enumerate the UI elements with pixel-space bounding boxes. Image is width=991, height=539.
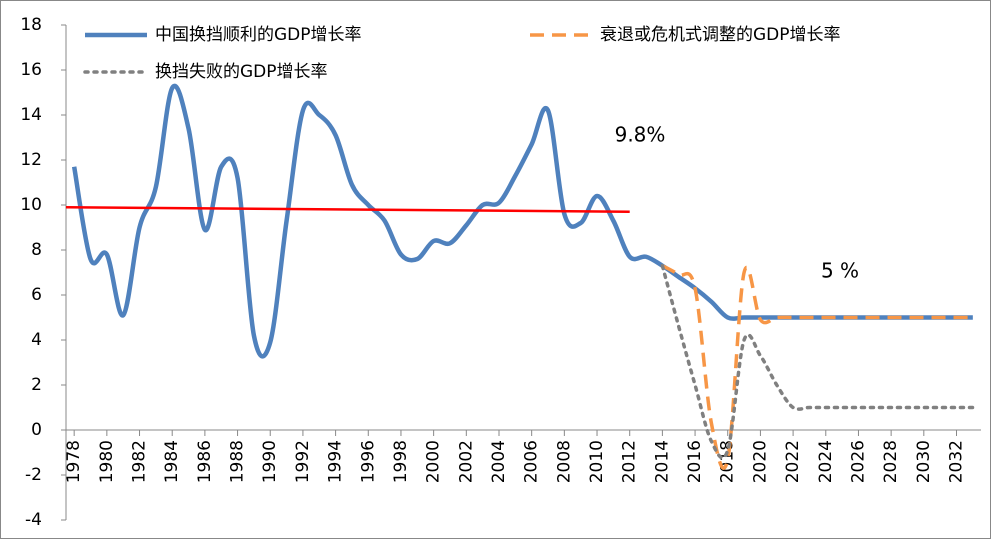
x-tick-label: 2028 [881, 440, 901, 483]
legend-label: 衰退或危机式调整的GDP增长率 [600, 25, 841, 45]
x-tick-label: 1990 [260, 440, 280, 483]
x-tick-label: 1998 [391, 440, 411, 483]
x-tick-label: 2006 [522, 440, 542, 483]
x-tick-label: 2020 [750, 440, 770, 483]
y-tick-label: 14 [20, 105, 42, 125]
y-tick-label: 6 [31, 285, 42, 305]
x-tick-label: 2000 [424, 440, 444, 483]
y-tick-label: 8 [31, 240, 42, 260]
legend-label: 换挡失败的GDP增长率 [155, 62, 328, 82]
x-tick-label: 2014 [652, 440, 672, 483]
legend-label: 中国换挡顺利的GDP增长率 [155, 25, 362, 45]
x-tick-label: 1980 [97, 440, 117, 483]
x-tick-label: 1988 [228, 440, 248, 483]
y-tick-label: 4 [31, 330, 42, 350]
x-tick-label: 1992 [293, 440, 313, 483]
x-tick-label: 2004 [489, 440, 509, 483]
y-tick-label: -4 [25, 510, 42, 530]
x-tick-label: 2012 [620, 440, 640, 483]
x-tick-label: 2024 [816, 440, 836, 483]
x-tick-label: 2030 [914, 440, 934, 483]
annotation: 9.8% [615, 123, 666, 147]
y-tick-label: -2 [25, 465, 42, 485]
x-tick-label: 2010 [587, 440, 607, 483]
x-tick-label: 2002 [456, 440, 476, 483]
x-tick-label: 2016 [685, 440, 705, 483]
x-tick-label: 1994 [326, 440, 346, 483]
series-line [661, 264, 973, 470]
x-tick-label: 2032 [946, 440, 966, 483]
series-line [660, 264, 975, 460]
x-tick-label: 1986 [195, 440, 215, 483]
y-tick-label: 10 [20, 195, 42, 215]
annotation: 5 % [821, 259, 859, 283]
x-tick-label: 1996 [358, 440, 378, 483]
x-tick-label: 1984 [162, 440, 182, 483]
x-tick-label: 2022 [783, 440, 803, 483]
x-tick-label: 1978 [64, 440, 84, 483]
y-tick-label: 18 [20, 15, 42, 35]
x-tick-label: 2008 [554, 440, 574, 483]
y-tick-label: 16 [20, 60, 42, 80]
x-tick-label: 1982 [130, 440, 150, 483]
x-tick-label: 2018 [718, 440, 738, 483]
trend-line [65, 206, 630, 213]
y-tick-label: 2 [31, 375, 42, 395]
x-tick-label: 2026 [848, 440, 868, 483]
y-tick-label: 0 [31, 420, 42, 440]
y-tick-label: 12 [20, 150, 42, 170]
